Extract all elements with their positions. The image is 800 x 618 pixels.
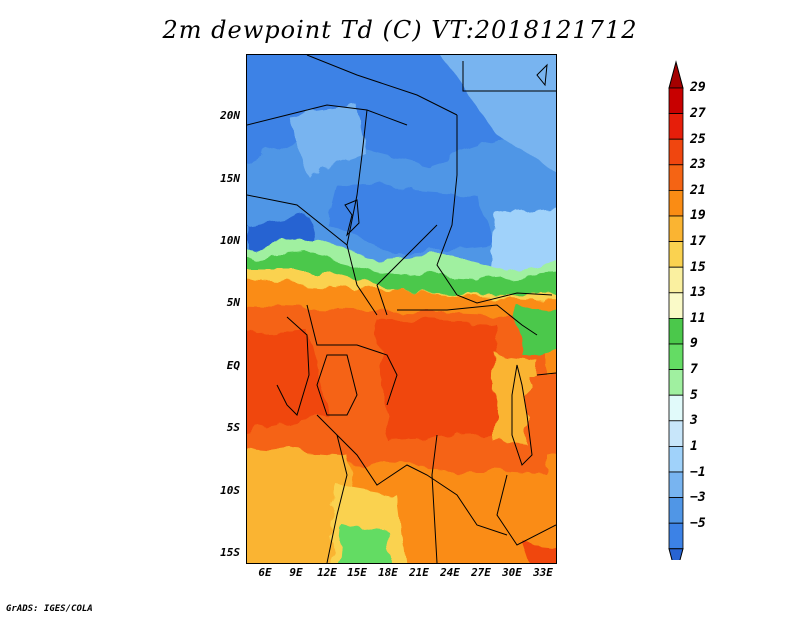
colorbar-segment (668, 317, 684, 345)
colorbar-label-minus1: −1 (690, 465, 706, 480)
colorbar-top-arrow (668, 60, 684, 89)
colorbar (668, 60, 684, 560)
country-borders (247, 55, 556, 563)
colorbar-label-7: 7 (690, 362, 698, 377)
map-area (246, 54, 557, 564)
colorbar-label-minus3: −3 (690, 490, 706, 505)
lat-label-5n: 5N (226, 296, 240, 309)
colorbar-segment (668, 215, 684, 243)
colorbar-segment (668, 241, 684, 268)
colorbar-label-5: 5 (690, 388, 698, 403)
lon-label-15e: 15E (347, 566, 367, 579)
lon-label-9e: 9E (289, 566, 303, 579)
lon-label-21e: 21E (409, 566, 429, 579)
colorbar-label-9: 9 (690, 336, 698, 351)
lat-label-10n: 10N (220, 234, 240, 247)
colorbar-segment (668, 471, 684, 499)
colorbar-segment (668, 445, 684, 473)
lon-label-33e: 33E (533, 566, 553, 579)
lat-label-5s: 5S (226, 421, 240, 434)
colorbar-label-minus5: −5 (690, 516, 706, 531)
colorbar-label-27: 27 (690, 106, 706, 121)
grads-credit: GrADS: IGES/COLA (6, 604, 93, 614)
lon-label-27e: 27E (471, 566, 491, 579)
colorbar-segment (668, 522, 684, 550)
dewpoint-map (247, 55, 556, 563)
colorbar-label-15: 15 (690, 260, 706, 275)
colorbar-label-23: 23 (690, 157, 706, 172)
lat-label-10s: 10S (220, 484, 240, 497)
colorbar-label-29: 29 (690, 80, 706, 95)
lon-label-24e: 24E (440, 566, 460, 579)
lat-label-15s: 15S (220, 546, 240, 559)
colorbar-label-3: 3 (690, 413, 698, 428)
lat-label-eq: EQ (226, 359, 240, 372)
colorbar-label-1: 1 (690, 439, 698, 454)
colorbar-segment (668, 292, 684, 319)
colorbar-segment (668, 189, 684, 217)
colorbar-label-17: 17 (690, 234, 706, 249)
colorbar-segment (668, 394, 684, 422)
lon-label-6e: 6E (258, 566, 272, 579)
colorbar-label-21: 21 (690, 183, 706, 198)
lon-label-18e: 18E (378, 566, 398, 579)
colorbar-bottom-arrow (668, 548, 684, 560)
colorbar-segment (668, 138, 684, 166)
colorbar-segment (668, 164, 684, 191)
colorbar-segment (668, 343, 684, 371)
colorbar-label-11: 11 (690, 311, 706, 326)
lat-label-15n: 15N (220, 172, 240, 185)
colorbar-segment (668, 113, 684, 140)
colorbar-segment (668, 497, 684, 524)
colorbar-segment (668, 87, 684, 115)
colorbar-label-13: 13 (690, 285, 706, 300)
colorbar-label-19: 19 (690, 208, 706, 223)
dewpoint-field (247, 55, 556, 563)
colorbar-label-25: 25 (690, 132, 706, 147)
lat-label-20n: 20N (220, 109, 240, 122)
colorbar-segment (668, 369, 684, 396)
colorbar-segment (668, 420, 684, 447)
lon-label-30e: 30E (502, 566, 522, 579)
map-title: 2m dewpoint Td (C) VT:2018121712 (162, 16, 638, 44)
lon-label-12e: 12E (317, 566, 337, 579)
colorbar-segment (668, 266, 684, 294)
